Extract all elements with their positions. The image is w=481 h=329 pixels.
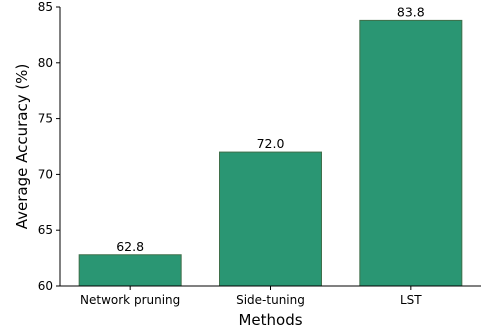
y-tick-label: 60 [38,279,53,293]
bar-value-labels: 62.8 72.0 83.8 [116,4,425,253]
bar-2 [219,151,322,287]
y-tick-label: 85 [38,0,53,14]
y-axis-ticks: 60 65 70 75 80 85 [38,0,60,293]
bar-value-label: 62.8 [116,239,144,254]
bar-value-label: 72.0 [257,136,285,151]
y-axis-title: Average Accuracy (%) [13,64,31,230]
bars-group [78,19,463,287]
y-tick-label: 70 [38,167,53,181]
x-axis-ticks: Network pruning Side-tuning LST [80,286,422,307]
x-tick-label: LST [400,293,422,307]
bar-1 [78,254,182,287]
x-axis-title: Methods [238,311,302,329]
x-tick-label: Network pruning [80,293,180,307]
y-tick-label: 80 [38,56,53,70]
bar-3 [359,19,463,287]
bar-value-label: 83.8 [397,4,425,19]
x-tick-label: Side-tuning [236,293,305,307]
y-tick-label: 75 [38,112,53,126]
y-tick-label: 65 [38,223,53,237]
